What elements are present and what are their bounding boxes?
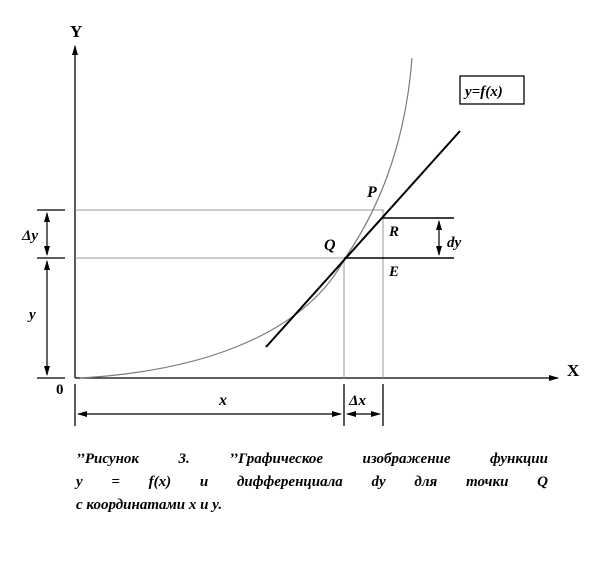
caption-line-2: y = f(x) и дифференциала dy для точки Q xyxy=(76,474,548,490)
function-differential-diagram: Y X 0 y=f(x) P Q R E Δy y dy x Δx xyxy=(21,22,580,426)
x-label: x xyxy=(218,392,227,409)
point-p-label: P xyxy=(366,184,377,201)
delta-x-label: Δx xyxy=(348,393,366,409)
y-axis-label: Y xyxy=(70,22,82,41)
dy-label: dy xyxy=(447,235,462,251)
x-axis-label: X xyxy=(567,361,580,380)
point-q-label: Q xyxy=(324,237,336,254)
function-label-box xyxy=(459,75,525,105)
function-curve xyxy=(79,57,413,379)
y-label: y xyxy=(27,307,36,323)
origin-label: 0 xyxy=(56,382,64,398)
caption-line-1: ’’Рисунок 3. ’’Графическое изображение ф… xyxy=(76,451,548,467)
figure-caption: ’’Рисунок 3. ’’Графическое изображение ф… xyxy=(76,448,548,517)
function-label: y=f(x) xyxy=(463,84,503,100)
tangent-line xyxy=(265,130,461,348)
point-r-label: R xyxy=(388,224,399,240)
delta-y-label: Δy xyxy=(21,228,38,244)
point-e-label: E xyxy=(388,264,399,280)
caption-line-3: с координатами x и y. xyxy=(76,497,223,513)
